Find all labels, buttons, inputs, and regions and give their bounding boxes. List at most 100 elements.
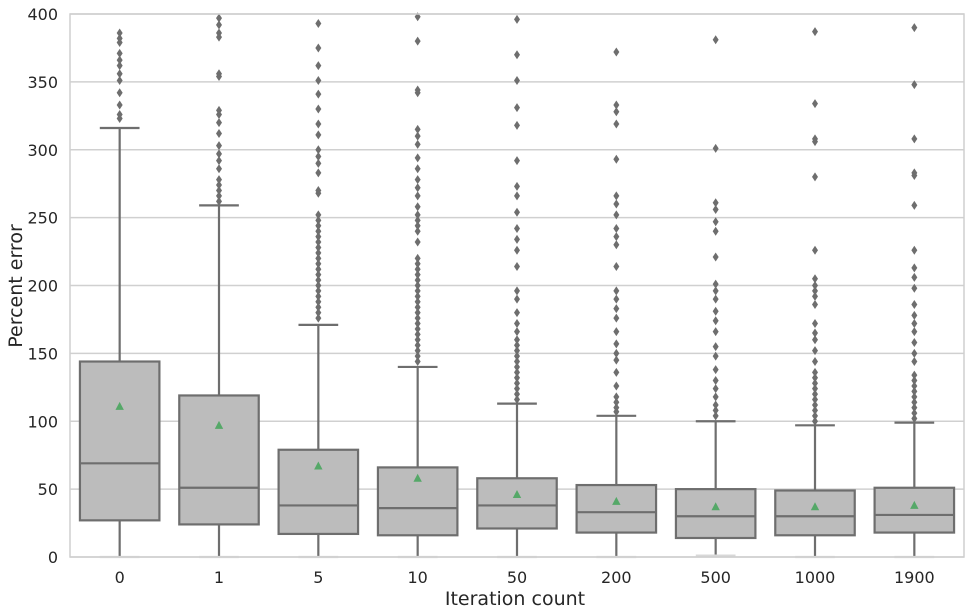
- outlier-point: [812, 416, 818, 426]
- outlier-point: [514, 261, 520, 271]
- outlier-point: [514, 245, 520, 255]
- outlier-point: [712, 351, 719, 361]
- outlier-point: [812, 328, 818, 338]
- outlier-point: [216, 156, 222, 166]
- outlier-point: [613, 403, 620, 413]
- outlier-point: [613, 47, 620, 57]
- outlier-point: [315, 119, 322, 129]
- x-tick-label: 1900: [894, 568, 935, 587]
- box-group-1900: [873, 23, 956, 559]
- outlier-point: [712, 226, 719, 236]
- outlier-point: [712, 198, 719, 208]
- outlier-point: [216, 149, 222, 159]
- outlier-point: [315, 152, 322, 162]
- x-tick-label: 50: [507, 568, 527, 587]
- outlier-point: [812, 367, 818, 377]
- outlier-point: [315, 104, 322, 114]
- outlier-point: [414, 36, 421, 46]
- outlier-point: [315, 313, 322, 323]
- outlier-point: [216, 69, 222, 79]
- box-group-500: [674, 35, 757, 557]
- outlier-point: [315, 253, 322, 263]
- mean-marker: [910, 500, 919, 509]
- outlier-point: [514, 351, 520, 361]
- mean-marker: [214, 420, 224, 429]
- outlier-point: [414, 286, 421, 296]
- y-tick-label: 50: [38, 480, 58, 499]
- outlier-point: [911, 348, 918, 358]
- outlier-point: [812, 172, 818, 182]
- outlier-point: [315, 297, 322, 307]
- outlier-point: [116, 28, 123, 38]
- box-group-10: [376, 12, 459, 559]
- outlier-point: [911, 357, 918, 367]
- outlier-point: [414, 226, 421, 236]
- outlier-point: [414, 164, 421, 174]
- outlier-point: [116, 61, 123, 71]
- outlier-point: [116, 69, 123, 79]
- outlier-point: [216, 180, 222, 190]
- outlier-point: [812, 286, 818, 296]
- outlier-point: [414, 313, 421, 323]
- outlier-point: [514, 308, 520, 318]
- outlier-point: [414, 183, 421, 193]
- outlier-point: [514, 378, 520, 388]
- outlier-point: [315, 76, 322, 86]
- outlier-point: [514, 384, 520, 394]
- outlier-point: [414, 291, 421, 301]
- outlier-point: [712, 279, 719, 289]
- outlier-point: [414, 281, 421, 290]
- box-group-200: [575, 47, 658, 559]
- outlier-point: [712, 365, 719, 375]
- outlier-point: [613, 154, 620, 164]
- outlier-point: [414, 308, 421, 318]
- outlier-point: [812, 274, 818, 284]
- outlier-point: [514, 50, 520, 60]
- outlier-point: [613, 100, 620, 110]
- x-tick-label: 200: [601, 568, 632, 587]
- outlier-point: [216, 191, 222, 201]
- outlier-point: [613, 119, 620, 129]
- outlier-point: [712, 400, 719, 410]
- outlier-point: [216, 175, 222, 185]
- outlier-point: [812, 134, 818, 144]
- outlier-point: [812, 395, 818, 405]
- outlier-point: [514, 191, 520, 201]
- outlier-point: [216, 164, 222, 174]
- outlier-point: [812, 400, 818, 410]
- outlier-point: [613, 294, 620, 304]
- outlier-point: [514, 389, 520, 399]
- outlier-point: [514, 207, 520, 217]
- mean-marker: [413, 473, 422, 482]
- outlier-point: [812, 319, 818, 329]
- outlier-point: [414, 202, 421, 212]
- outlier-point: [216, 20, 222, 30]
- outlier-point: [514, 223, 520, 233]
- outlier-point: [712, 376, 719, 386]
- outlier-point: [812, 378, 818, 388]
- outlier-point: [911, 245, 918, 255]
- outlier-point: [414, 357, 421, 367]
- outlier-point: [414, 297, 421, 307]
- iqr-box: [873, 486, 956, 534]
- outlier-point: [514, 120, 520, 130]
- outlier-point: [812, 405, 818, 415]
- box-group-50: [476, 14, 558, 559]
- y-tick-label: 0: [48, 548, 58, 567]
- outlier-point: [613, 223, 620, 233]
- outlier-point: [116, 33, 123, 43]
- outlier-point: [216, 185, 222, 195]
- mean-marker: [512, 490, 522, 499]
- outlier-point: [315, 61, 322, 71]
- x-tick-label: 5: [313, 568, 323, 587]
- outlier-point: [414, 175, 421, 185]
- outlier-point: [613, 381, 620, 391]
- mean-marker: [711, 502, 720, 511]
- outlier-point: [712, 327, 719, 337]
- outlier-point: [116, 88, 123, 98]
- outlier-point: [911, 327, 918, 337]
- outlier-point: [315, 259, 322, 269]
- outlier-point: [216, 105, 222, 115]
- mean-marker: [314, 461, 323, 470]
